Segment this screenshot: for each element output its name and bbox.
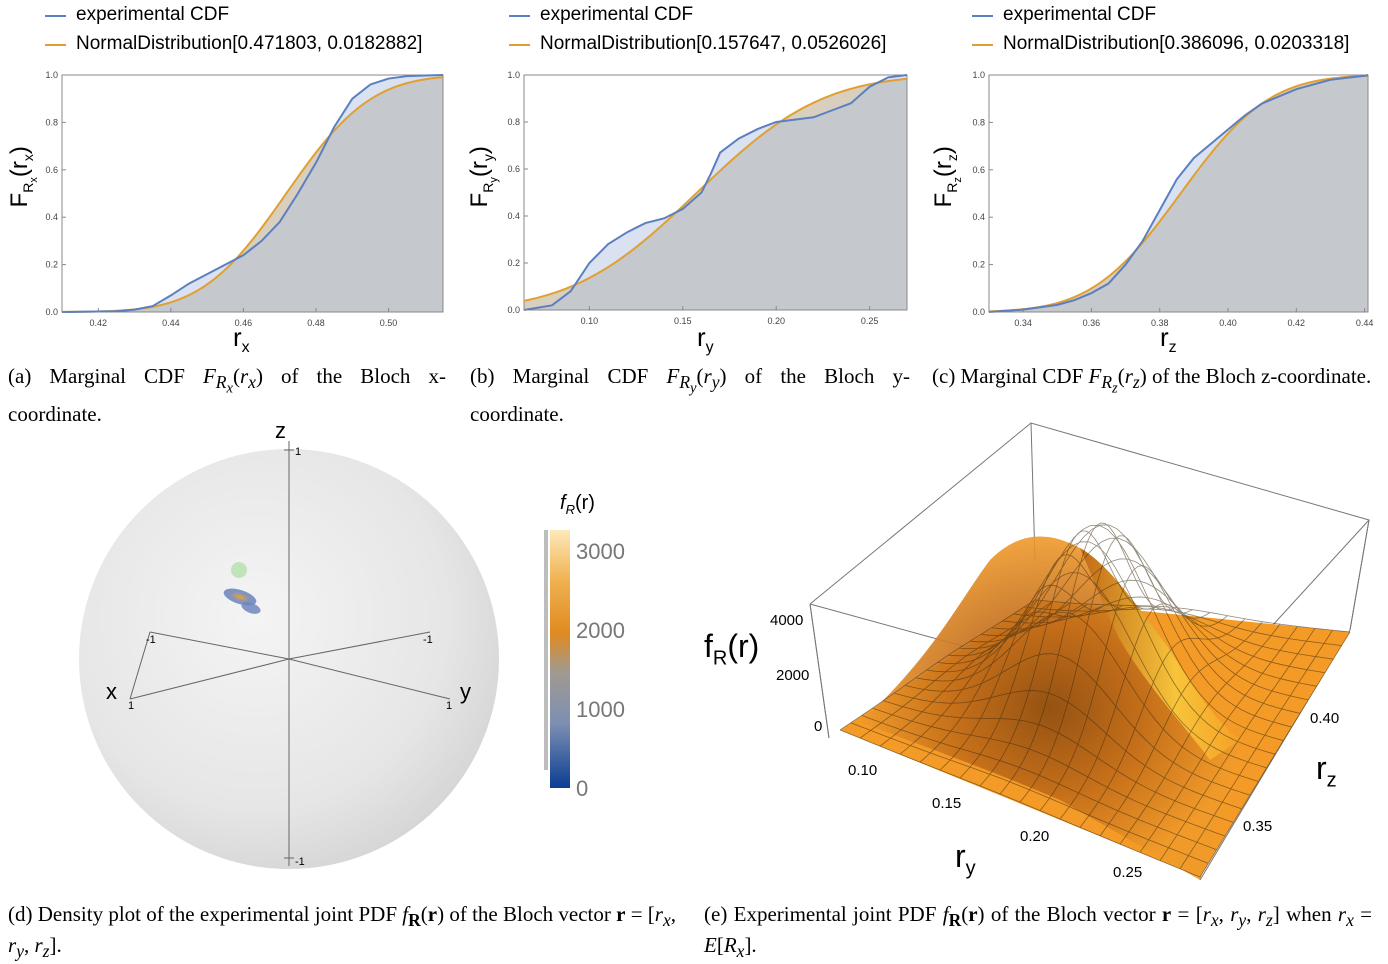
tick-y-front: 1 (446, 700, 453, 712)
surface-ridge (1080, 548, 1240, 760)
tick-x-front: 1 (128, 700, 135, 712)
mesh-line (1024, 606, 1342, 646)
axis-label-y: y (460, 679, 471, 704)
x-axis (129, 631, 151, 700)
legend-a-swatches (45, 15, 993, 46)
legend-b-normal: NormalDistribution[0.157647, 0.0526026] (540, 33, 887, 54)
green-marker (231, 562, 247, 578)
density-cluster (223, 588, 257, 606)
axis-title-a-x: rx (233, 322, 250, 357)
mesh-line (1034, 599, 1351, 633)
surface-ztick-2000: 2000 (776, 667, 810, 684)
mesh-line (1179, 629, 1333, 870)
tick-z-top: 1 (295, 446, 302, 458)
caption-c: (c) Marginal CDF FRz(rz) of the Bloch z-… (932, 364, 1372, 397)
surface-xlabel: rz (1316, 750, 1337, 792)
tick-x-back: -1 (146, 634, 156, 646)
legend-c-normal: NormalDistribution[0.386096, 0.0203318] (1003, 33, 1350, 54)
mesh-line (1159, 628, 1316, 861)
colorbar-tick-0: 0 (576, 776, 589, 801)
colorbar-tick-2000: 2000 (576, 618, 625, 643)
surface-ztick-0: 0 (814, 718, 823, 735)
surface-mesh (839, 522, 1351, 878)
surface-ytick-3: 0.25 (1113, 864, 1143, 881)
surface-ytick-2: 0.20 (1020, 828, 1050, 845)
surface-ytick-0: 0.10 (848, 762, 878, 779)
legend-b-experimental: experimental CDF (540, 4, 694, 25)
colorbar-title: fR(r) (560, 492, 595, 517)
surface-ylabel: ry (955, 838, 976, 880)
caption-a: (a) Marginal CDF FRx(rx) of the Bloch x-… (8, 364, 446, 426)
legend-c-experimental: experimental CDF (1003, 4, 1157, 25)
colorbar (550, 530, 570, 788)
colorbar-tick-3000: 3000 (576, 539, 625, 564)
axis-title-c-x: rz (1160, 322, 1177, 357)
axis-title-b-x: ry (697, 322, 714, 357)
tick-z-bottom: -1 (295, 856, 305, 868)
surface-xtick-1: 0.40 (1310, 710, 1340, 727)
caption-d: (d) Density plot of the experimental joi… (8, 902, 677, 962)
y-axis (288, 631, 431, 660)
axis-label-x: x (106, 679, 117, 704)
tick-y-back: -1 (423, 634, 433, 646)
surface-zlabel: fR(r) (704, 628, 760, 670)
legend-a-experimental: experimental CDF (76, 4, 230, 25)
mesh-line (1199, 631, 1351, 878)
axis-label-z: z (275, 418, 286, 443)
caption-b: (b) Marginal CDF FRy(ry) of the Bloch y-… (470, 364, 910, 426)
surface-ytick-1: 0.15 (932, 795, 962, 812)
colorbar-tick-1000: 1000 (576, 697, 625, 722)
density-cluster-2 (241, 602, 261, 614)
legend-a-normal: NormalDistribution[0.471803, 0.0182882] (76, 33, 423, 54)
mesh-line (1002, 596, 1326, 674)
surface-ztick-4000: 4000 (770, 612, 804, 629)
caption-e: (e) Experimental joint PDF fR(r) of the … (704, 902, 1373, 962)
surface-xtick-0: 0.35 (1243, 818, 1273, 835)
